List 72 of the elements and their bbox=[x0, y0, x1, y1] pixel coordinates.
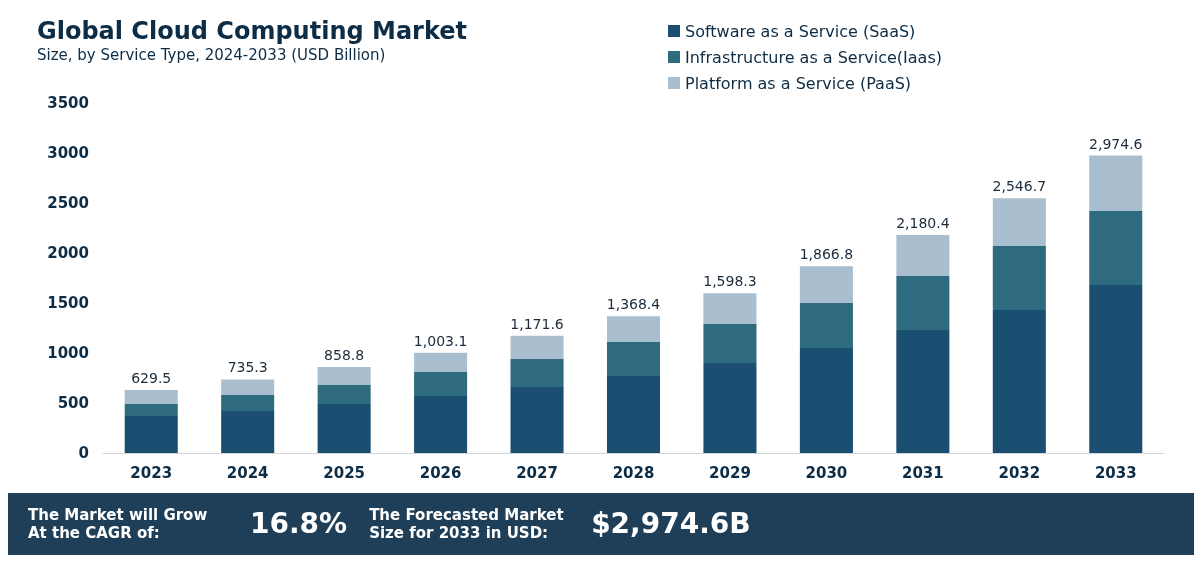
bar bbox=[799, 266, 853, 303]
text: The Forecasted Market Size for 2033 in USD: bbox=[369, 506, 565, 542]
total-label: 1,866.8 bbox=[799, 246, 854, 263]
y-tick-label: 3000 bbox=[47, 144, 89, 162]
text: $2,974.6B bbox=[591, 507, 751, 541]
x-tick-label: 2033 bbox=[1094, 463, 1137, 482]
bar bbox=[896, 330, 950, 453]
bar bbox=[992, 198, 1046, 246]
bar bbox=[221, 379, 275, 395]
x-tick-label: 2024 bbox=[226, 463, 269, 482]
bar bbox=[606, 316, 661, 342]
bar bbox=[703, 293, 757, 324]
text: The Market will Grow At the CAGR of: bbox=[28, 506, 209, 542]
x-tick-label: 2031 bbox=[901, 463, 944, 482]
x-tick-label: 2030 bbox=[805, 463, 848, 482]
bar bbox=[896, 276, 950, 330]
bar bbox=[510, 359, 564, 387]
bar bbox=[1089, 211, 1143, 285]
bar bbox=[124, 416, 178, 453]
y-tick-label: 1500 bbox=[47, 294, 89, 312]
bar bbox=[221, 395, 275, 411]
legend-label: Platform as a Service (PaaS) bbox=[685, 73, 912, 93]
y-tick-label: 1000 bbox=[47, 344, 89, 362]
total-label: 1,368.4 bbox=[606, 296, 661, 313]
bar bbox=[510, 335, 564, 359]
bar bbox=[414, 372, 468, 396]
x-tick-label: 2027 bbox=[516, 463, 558, 482]
total-label: 735.3 bbox=[227, 359, 268, 376]
bar bbox=[414, 352, 468, 372]
bar bbox=[1089, 155, 1143, 211]
legend-label: Software as a Service (SaaS) bbox=[685, 21, 916, 41]
bar bbox=[317, 404, 371, 453]
x-tick-label: 2025 bbox=[323, 463, 366, 482]
x-tick-label: 2026 bbox=[419, 463, 462, 482]
bar bbox=[606, 342, 661, 376]
total-label: 1,171.6 bbox=[510, 315, 564, 332]
x-tick-label: 2023 bbox=[130, 463, 173, 482]
bar bbox=[992, 246, 1046, 310]
total-label: 2,974.6 bbox=[1089, 135, 1143, 152]
x-tick-label: 2032 bbox=[998, 463, 1041, 482]
bar bbox=[799, 303, 853, 348]
bar bbox=[317, 385, 371, 404]
bar bbox=[317, 367, 371, 385]
bar bbox=[606, 376, 661, 453]
bar bbox=[799, 348, 853, 453]
legend-label: Infrastructure as a Service(Iaas) bbox=[685, 47, 942, 67]
y-tick-label: 2500 bbox=[47, 194, 89, 212]
total-label: 858.8 bbox=[324, 347, 365, 364]
total-label: 2,546.7 bbox=[992, 178, 1047, 195]
bar bbox=[414, 396, 468, 453]
chart-subtitle: Size, by Service Type, 2024-2033 (USD Billion) bbox=[37, 45, 386, 64]
y-tick-label: 0 bbox=[78, 444, 89, 462]
x-tick-label: 2029 bbox=[709, 463, 751, 482]
bar bbox=[992, 310, 1046, 453]
bar bbox=[703, 324, 757, 363]
bar bbox=[124, 390, 178, 404]
bar bbox=[1089, 285, 1143, 453]
y-tick-label: 500 bbox=[57, 394, 89, 412]
text: 16.8% bbox=[250, 507, 348, 541]
total-label: 629.5 bbox=[131, 370, 172, 387]
total-label: 1,598.3 bbox=[703, 273, 757, 290]
bar bbox=[124, 404, 178, 416]
bar bbox=[703, 363, 757, 453]
bar bbox=[896, 234, 950, 276]
bar bbox=[221, 411, 275, 453]
total-label: 2,180.4 bbox=[896, 214, 950, 231]
y-tick-label: 3500 bbox=[47, 94, 89, 112]
y-tick-label: 2000 bbox=[47, 244, 89, 262]
chart-title: Global Cloud Computing Market bbox=[37, 17, 467, 45]
x-tick-label: 2028 bbox=[612, 463, 655, 482]
total-label: 1,003.1 bbox=[413, 332, 468, 349]
bar bbox=[510, 387, 564, 453]
